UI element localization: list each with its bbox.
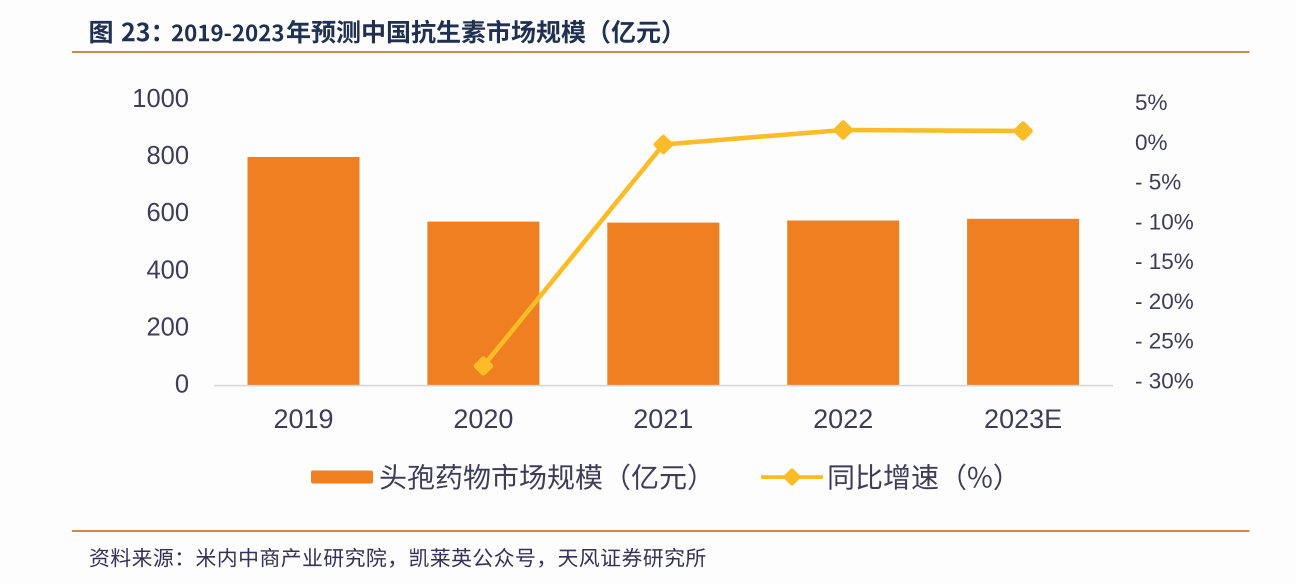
- svg-text:2023E: 2023E: [984, 404, 1062, 434]
- svg-text:200: 200: [146, 313, 189, 341]
- svg-text:600: 600: [146, 199, 189, 227]
- svg-text:- 15%: - 15%: [1135, 249, 1194, 274]
- svg-text:0: 0: [175, 371, 189, 399]
- svg-text:0%: 0%: [1135, 130, 1168, 155]
- svg-text:800: 800: [146, 142, 189, 170]
- svg-text:- 5%: - 5%: [1135, 170, 1181, 195]
- svg-text:- 20%: - 20%: [1135, 289, 1194, 314]
- svg-text:2021: 2021: [633, 404, 693, 434]
- svg-text:2019: 2019: [273, 404, 333, 434]
- svg-text:- 30%: - 30%: [1135, 368, 1194, 393]
- svg-text:5%: 5%: [1135, 90, 1168, 115]
- svg-text:400: 400: [146, 256, 189, 284]
- svg-text:- 10%: - 10%: [1135, 209, 1194, 234]
- svg-text:1000: 1000: [132, 85, 189, 113]
- svg-text:- 25%: - 25%: [1135, 329, 1194, 354]
- svg-text:2022: 2022: [813, 404, 873, 434]
- svg-text:2020: 2020: [453, 404, 513, 434]
